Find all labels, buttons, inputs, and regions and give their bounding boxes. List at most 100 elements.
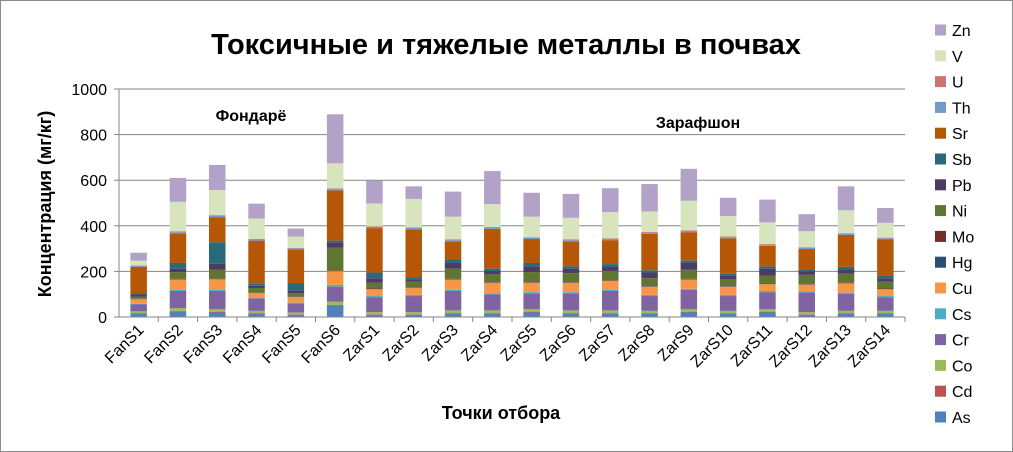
- bar-segment-Co: [169, 308, 187, 311]
- bar-segment-Ni: [719, 279, 737, 287]
- bar-segment-Ni: [562, 273, 580, 283]
- bar-segment-Cr: [208, 291, 226, 310]
- x-tick-label: ZarS8: [616, 322, 659, 365]
- bar-segment-Cr: [287, 303, 305, 313]
- bar-segment-Sr: [366, 228, 383, 273]
- legend-swatch: [935, 308, 946, 320]
- bar-segment-As: [484, 313, 501, 317]
- legend-swatch: [935, 359, 946, 371]
- bar-segment-U: [877, 237, 894, 239]
- bar-segment-Th: [208, 215, 226, 218]
- bar-segment-Pb: [366, 278, 383, 283]
- legend-label: As: [952, 410, 971, 427]
- legend-label: Ni: [952, 204, 967, 221]
- bar-segment-As: [877, 313, 894, 317]
- bar-segment-Zn: [208, 164, 226, 191]
- legend-item-Th: Th: [935, 100, 971, 117]
- bar-segment-V: [287, 236, 305, 248]
- bar-segment-Ni: [405, 281, 423, 288]
- bar-segment-Ni: [641, 278, 658, 287]
- bar-segment-U: [326, 188, 344, 190]
- y-tick-label: 1000: [71, 82, 107, 99]
- bar-stack-ZarS13: [837, 186, 855, 317]
- bar-segment-Pb: [877, 278, 894, 282]
- bar-segment-V: [641, 211, 658, 232]
- bar-segment-Th: [169, 232, 187, 234]
- bar-stack-ZarS6: [562, 193, 580, 317]
- legend-swatch: [935, 282, 946, 294]
- legend-item-Ni: Ni: [935, 204, 967, 221]
- bar-segment-Sr: [484, 228, 501, 269]
- bar-segment-As: [798, 314, 816, 317]
- legend-item-Sr: Sr: [935, 126, 969, 143]
- bar-segment-Sr: [208, 217, 226, 243]
- legend-swatch: [935, 179, 946, 191]
- bar-segment-Co: [287, 312, 305, 315]
- legend-swatch: [935, 385, 946, 397]
- bar-segment-Cu: [248, 293, 265, 298]
- bar-segment-As: [562, 313, 580, 317]
- bar-segment-Th: [562, 240, 580, 242]
- bar-segment-Pb: [798, 271, 816, 275]
- bar-segment-Cs: [326, 284, 344, 287]
- bar-segment-Cr: [680, 289, 698, 310]
- bar-segment-Co: [208, 309, 226, 312]
- y-axis-title: Концентрация (мг/кг): [35, 111, 55, 298]
- bar-segment-Co: [837, 310, 855, 314]
- bar-segment-Pb: [680, 262, 698, 270]
- bar-segment-U: [798, 247, 816, 248]
- annotation-fondare: Фондарё: [216, 108, 287, 125]
- bar-segment-Cu: [719, 286, 737, 295]
- bar-segment-Ni: [444, 268, 462, 279]
- bar-segment-Mo: [326, 270, 344, 271]
- bar-segment-As: [208, 312, 226, 317]
- x-tick-label: ZarS10: [688, 322, 737, 371]
- bar-segment-Zn: [405, 186, 423, 199]
- bar-segment-Cr: [169, 291, 187, 309]
- bar-segment-Pb: [837, 269, 855, 274]
- bar-segment-Cs: [287, 302, 305, 304]
- bar-segment-Sb: [798, 269, 816, 272]
- bar-segment-Th: [680, 231, 698, 233]
- bar-segment-U: [208, 215, 226, 216]
- x-tick-label: ZarS12: [766, 322, 815, 371]
- bar-segment-U: [169, 231, 187, 233]
- bar-segment-V: [366, 203, 383, 227]
- bar-segment-V: [444, 216, 462, 240]
- bar-segment-Cr: [444, 291, 462, 311]
- bar-segment-Cs: [680, 288, 698, 290]
- bar-stack-ZarS2: [405, 186, 423, 317]
- bar-segment-Cr: [759, 292, 776, 310]
- bar-segment-Sr: [641, 233, 658, 271]
- bar-segment-U: [837, 233, 855, 234]
- legend-label: Cd: [952, 384, 972, 401]
- y-tick-label: 800: [80, 128, 107, 145]
- bar-stack-ZarS7: [601, 188, 619, 317]
- bar-segment-Cs: [877, 296, 894, 298]
- bar-segment-Th: [641, 232, 658, 234]
- bar-segment-Th: [837, 233, 855, 235]
- bar-segment-As: [641, 313, 658, 317]
- bar-segment-Co: [562, 310, 580, 314]
- bar-segment-Cu: [877, 289, 894, 297]
- bar-segment-Sr: [759, 245, 776, 267]
- bar-segment-Cr: [405, 296, 423, 312]
- bar-segment-Cr: [601, 291, 619, 311]
- bar-segment-Sb: [680, 260, 698, 263]
- bar-segment-As: [326, 305, 344, 317]
- bar-segment-Th: [366, 226, 383, 229]
- legend-item-Zn: Zn: [935, 23, 971, 40]
- bar-segment-Co: [130, 311, 147, 314]
- x-tick-label: FanS2: [141, 322, 186, 367]
- bar-segment-As: [837, 313, 855, 317]
- bar-segment-Th: [130, 265, 147, 267]
- bar-segment-Cr: [523, 293, 540, 310]
- legend-item-U: U: [935, 75, 964, 92]
- legend-item-Cd: Cd: [935, 384, 972, 401]
- x-tick-label: ZarS13: [806, 322, 855, 371]
- bar-segment-As: [601, 313, 619, 317]
- x-tick-label: FanS3: [181, 322, 226, 367]
- bar-segment-Cu: [680, 279, 698, 289]
- bar-segment-Pb: [759, 268, 776, 276]
- bar-segment-Sb: [837, 266, 855, 270]
